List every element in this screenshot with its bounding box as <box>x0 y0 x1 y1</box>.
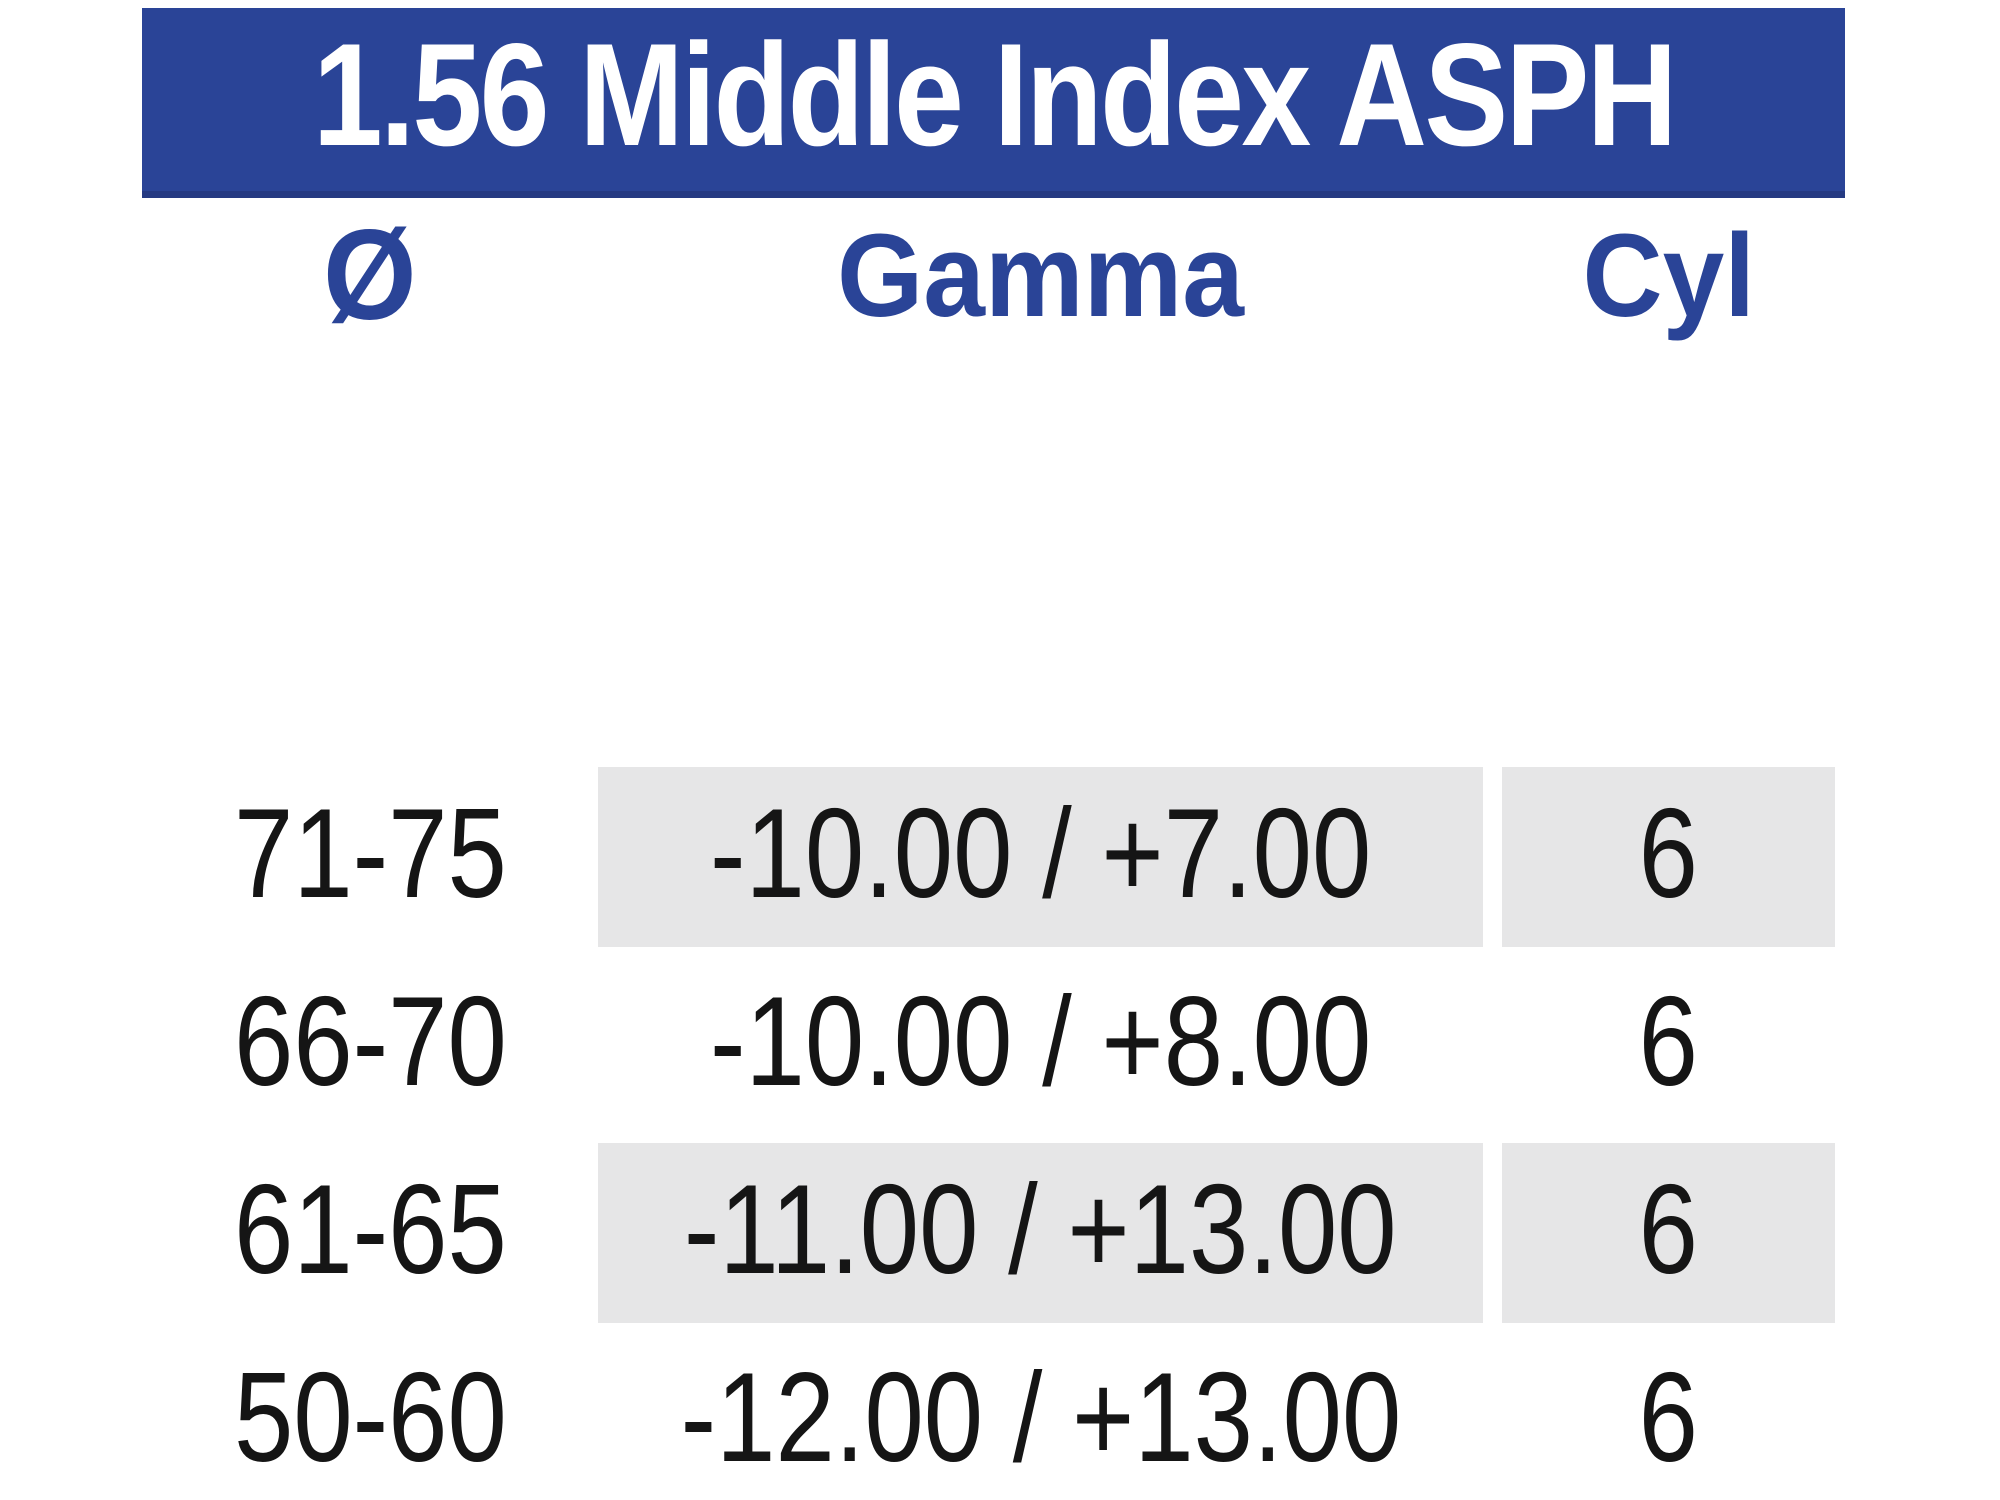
cyl-cell: 6 <box>1638 969 1699 1112</box>
column-header-cyl: Cyl <box>1582 210 1755 342</box>
column-gap <box>1483 1331 1502 1500</box>
diameter-cell: 61-65 <box>233 1157 507 1300</box>
gamma-cell: -12.00 / +13.00 <box>680 1345 1401 1488</box>
column-gap <box>1483 955 1502 1143</box>
column-header-gamma: Gamma <box>837 210 1244 342</box>
column-header-diameter: Ø <box>323 204 417 347</box>
table-row: 66-70 -10.00 / +8.00 6 <box>142 955 1835 1143</box>
cyl-cell: 6 <box>1502 767 1835 947</box>
table-row: 61-65 -11.00 / +13.00 6 <box>142 1143 1835 1331</box>
lens-availability-table: Ø Gamma Cyl 71-75 -10.00 / +7.00 6 66-70… <box>142 205 1835 1500</box>
cyl-cell: 6 <box>1502 1143 1835 1323</box>
diameter-cell: 66-70 <box>233 969 507 1112</box>
cyl-cell: 6 <box>1638 1345 1699 1488</box>
diameter-cell: 71-75 <box>233 781 507 924</box>
table-title-bar: 1.56 Middle Index ASPH <box>142 8 1845 198</box>
column-gap <box>1483 767 1502 955</box>
gamma-cell: -11.00 / +13.00 <box>598 1143 1483 1323</box>
column-gap <box>1483 1143 1502 1331</box>
empty-region <box>142 347 1835 767</box>
table-title: 1.56 Middle Index ASPH <box>312 12 1677 176</box>
column-header-row: Ø Gamma Cyl <box>142 205 1835 347</box>
table-row: 71-75 -10.00 / +7.00 6 <box>142 767 1835 955</box>
diameter-cell: 50-60 <box>233 1345 507 1488</box>
table-row: 50-60 -12.00 / +13.00 6 <box>142 1331 1835 1500</box>
gamma-cell: -10.00 / +8.00 <box>709 969 1372 1112</box>
gamma-cell: -10.00 / +7.00 <box>598 767 1483 947</box>
